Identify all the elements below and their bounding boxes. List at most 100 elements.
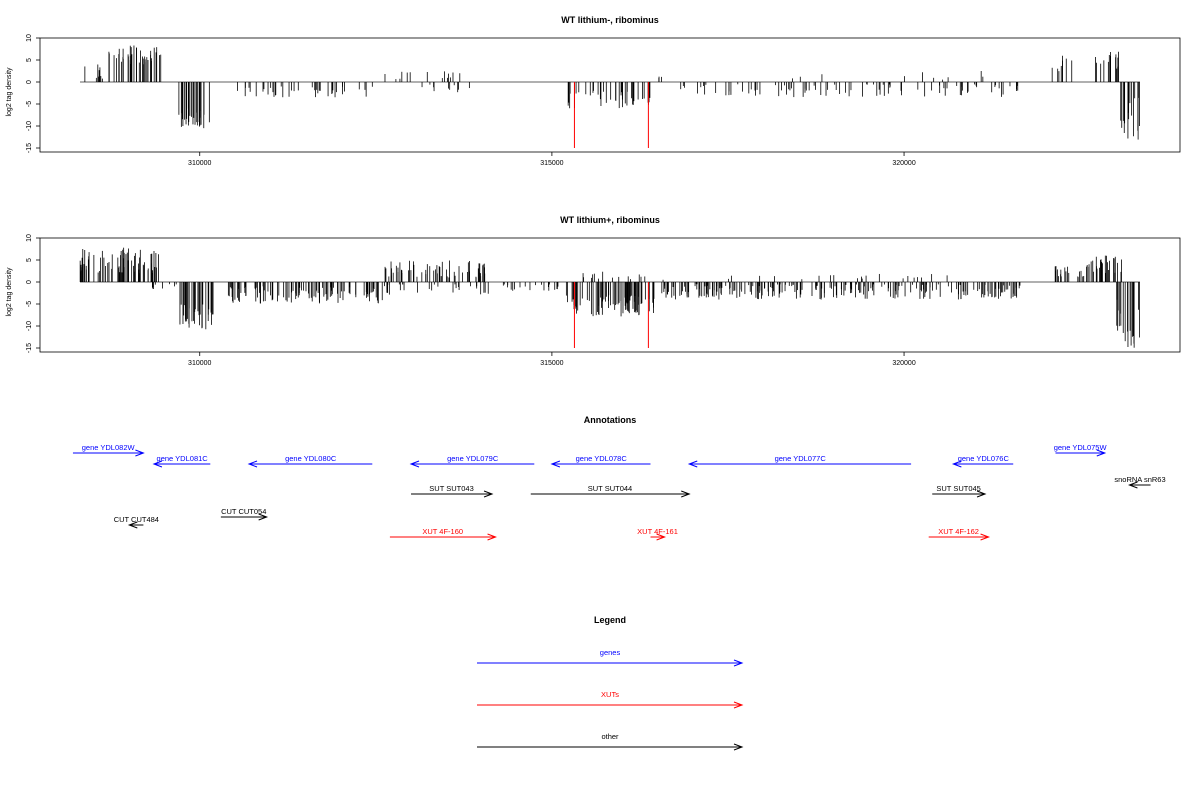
feature-label: gene YDL075W: [1054, 443, 1108, 452]
track-panel-lithium-plus: WT lithium+, ribominus log2 tag density …: [6, 215, 1181, 367]
feature-arrowhead: [976, 490, 987, 498]
feature-arrowhead: [483, 490, 494, 498]
feature-label: CUT CUT054: [221, 507, 266, 516]
feature-sut-sut044: SUT SUT044: [530, 484, 691, 498]
feature-gene-ydl078c: gene YDL078C: [550, 454, 651, 468]
feature-gene-ydl082w: gene YDL082W: [72, 443, 145, 457]
y-tick-label: 0: [26, 80, 33, 84]
feature-gene-ydl077c: gene YDL077C: [687, 454, 912, 468]
plot-frame: [39, 37, 1181, 153]
feature-label: snoRNA snR63: [1114, 475, 1165, 484]
y-tick-label: -15: [26, 143, 33, 153]
feature-label: SUT SUT045: [936, 484, 980, 493]
y-tick-label: -15: [26, 343, 33, 353]
y-axis-label: log2 tag density: [6, 267, 13, 317]
red-markers: [573, 282, 649, 348]
legend-item-genes: genes: [477, 648, 744, 667]
legend-title: Legend: [594, 615, 626, 625]
feature-cut-cut484: CUT CUT484: [114, 515, 159, 529]
y-axis: -15 -10 -5 0 5 10: [26, 234, 40, 353]
feature-label: XUT 4F-160: [422, 527, 463, 536]
legend-arrowhead: [733, 659, 744, 667]
feature-gene-ydl080c: gene YDL080C: [247, 454, 373, 468]
feature-label: SUT SUT043: [429, 484, 473, 493]
feature-arrowhead: [409, 460, 420, 468]
y-tick-label: 5: [26, 258, 33, 262]
x-tick-label: 320000: [892, 160, 915, 167]
x-tick-label: 315000: [540, 360, 563, 367]
feature-arrowhead: [135, 449, 145, 457]
legend-label: other: [601, 732, 619, 741]
feature-label: gene YDL081C: [157, 454, 209, 463]
feature-arrowhead: [980, 533, 990, 541]
feature-label: XUT 4F-162: [938, 527, 979, 536]
annotations-title: Annotations: [584, 415, 637, 425]
y-tick-label: -10: [26, 121, 33, 131]
feature-label: XUT 4F-161: [637, 527, 678, 536]
track-panel-lithium-minus: WT lithium-, ribominus log2 tag density …: [6, 15, 1181, 167]
feature-sut-sut045: SUT SUT045: [932, 484, 987, 498]
feature-arrowhead: [550, 460, 561, 468]
y-tick-label: 0: [26, 280, 33, 284]
feature-label: gene YDL077C: [775, 454, 827, 463]
plot-frame: [39, 237, 1181, 353]
x-axis: 310000 315000 320000: [188, 352, 916, 367]
y-tick-label: 5: [26, 58, 33, 62]
x-tick-label: 310000: [188, 160, 211, 167]
feature-arrows: gene YDL082W gene YDL081C gene YDL080C gene…: [72, 443, 1166, 541]
feature-arrowhead: [951, 460, 962, 468]
feature-xut-4f-160: XUT 4F-160: [389, 527, 497, 541]
y-axis-label: log2 tag density: [6, 67, 13, 117]
panel-title: WT lithium-, ribominus: [561, 15, 659, 25]
x-tick-label: 315000: [540, 160, 563, 167]
feature-snorna-snr63: snoRNA snR63: [1114, 475, 1166, 489]
feature-arrowhead: [681, 490, 691, 498]
feature-label: gene YDL076C: [958, 454, 1010, 463]
feature-label: SUT SUT044: [588, 484, 632, 493]
feature-arrowhead: [487, 533, 497, 541]
panel-title: WT lithium+, ribominus: [560, 215, 660, 225]
x-axis: 310000 315000 320000: [188, 152, 916, 167]
legend-arrowhead: [733, 701, 744, 709]
density-bars: [79, 247, 1141, 348]
legend-item-xuts: XUTs: [477, 690, 744, 709]
legend: Legend genes XUTs other: [477, 615, 744, 751]
feature-label: CUT CUT484: [114, 515, 159, 524]
feature-label: gene YDL082W: [82, 443, 136, 452]
feature-cut-cut054: CUT CUT054: [220, 507, 269, 521]
density-bars: [80, 45, 1140, 140]
feature-gene-ydl079c: gene YDL079C: [409, 454, 535, 468]
y-tick-label: -5: [26, 301, 33, 307]
y-axis: -15 -10 -5 0 5 10: [26, 34, 40, 153]
red-markers: [573, 82, 649, 148]
feature-gene-ydl081c: gene YDL081C: [152, 454, 211, 468]
feature-arrowhead: [1096, 449, 1107, 457]
y-tick-label: 10: [26, 34, 33, 42]
feature-sut-sut043: SUT SUT043: [411, 484, 494, 498]
feature-label: gene YDL080C: [285, 454, 337, 463]
y-tick-label: -10: [26, 321, 33, 331]
feature-arrowhead: [127, 521, 138, 529]
feature-label: gene YDL078C: [576, 454, 628, 463]
x-tick-label: 310000: [188, 360, 211, 367]
legend-arrowhead: [733, 743, 744, 751]
legend-label: XUTs: [601, 690, 619, 699]
feature-gene-ydl075w: gene YDL075W: [1054, 443, 1108, 457]
x-tick-label: 320000: [892, 360, 915, 367]
feature-xut-4f-162: XUT 4F-162: [928, 527, 990, 541]
feature-gene-ydl076c: gene YDL076C: [951, 454, 1014, 468]
feature-arrowhead: [258, 513, 269, 521]
feature-arrowhead: [687, 460, 698, 468]
feature-arrowhead: [247, 460, 258, 468]
legend-items: genes XUTs other: [477, 648, 744, 751]
feature-label: gene YDL079C: [447, 454, 499, 463]
feature-arrowhead: [656, 533, 667, 541]
feature-xut-4f-161: XUT 4F-161: [637, 527, 678, 541]
feature-arrowhead: [152, 460, 163, 468]
y-tick-label: 10: [26, 234, 33, 242]
y-tick-label: -5: [26, 101, 33, 107]
feature-arrowhead: [1128, 481, 1138, 489]
legend-label: genes: [600, 648, 621, 657]
